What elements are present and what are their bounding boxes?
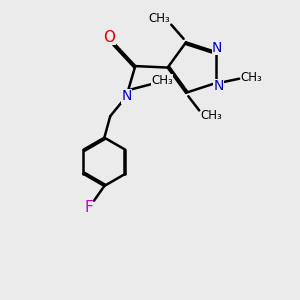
Text: F: F — [84, 200, 93, 214]
Text: O: O — [103, 30, 116, 45]
Text: CH₃: CH₃ — [148, 12, 170, 25]
Text: CH₃: CH₃ — [151, 74, 173, 87]
Text: N: N — [213, 79, 224, 93]
Text: CH₃: CH₃ — [241, 71, 262, 84]
Text: N: N — [212, 40, 222, 55]
Text: CH₃: CH₃ — [201, 109, 223, 122]
Text: N: N — [121, 89, 132, 103]
